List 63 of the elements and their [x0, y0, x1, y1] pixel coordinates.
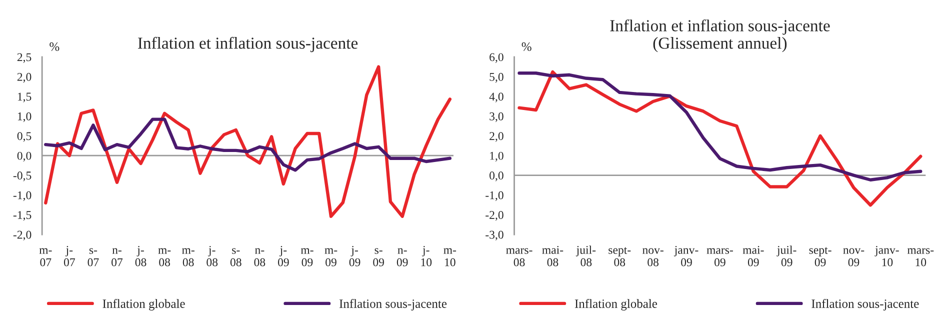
y-tick-label: -3,0 [486, 230, 504, 240]
y-tick-label: 0,5 [17, 132, 32, 142]
x-tick-label: juil- 09 [776, 246, 796, 266]
line-series [44, 118, 452, 172]
chart-title: Inflation et inflation sous-jacente [138, 36, 358, 52]
y-tick-label: -2,0 [13, 230, 32, 240]
y-tick-label: 1,5 [18, 92, 32, 102]
y-tick-label: 5,0 [490, 72, 504, 83]
x-tick-label: mars- 08 [506, 248, 532, 266]
x-tick-label: m- 08 [158, 248, 171, 266]
x-tick-label: mai- 08 [542, 246, 564, 266]
y-tick-label: 2,0 [17, 72, 32, 83]
y-tick-label: -1,5 [13, 211, 32, 221]
x-tick-label: m- 08 [182, 248, 194, 266]
y-tick-label: 0,0 [17, 152, 32, 162]
x-tick-label: j- 08 [135, 246, 146, 266]
y-tick-label: 1,0 [490, 152, 504, 162]
x-tick-label: sept- 08 [608, 247, 631, 266]
x-tick-label: s- 09 [373, 248, 384, 266]
x-tick-label: sept- 09 [809, 247, 832, 266]
y-tick-label: 3,0 [490, 112, 504, 122]
x-tick-label: m- 07 [39, 248, 52, 266]
x-tick-label: j- 10 [421, 246, 432, 266]
x-tick-label: juil- 08 [576, 246, 596, 266]
x-tick-label: mars- 10 [907, 248, 934, 266]
x-tick-label: nov- 08 [642, 248, 664, 266]
chart-title: Inflation et inflation sous-jacente (Glissement annuel) [610, 19, 830, 52]
legend-label: Inflation globale [574, 299, 658, 311]
x-tick-label: mars- 09 [706, 248, 733, 266]
x-tick-label: m- 10 [444, 248, 456, 266]
y-tick-label: 2,0 [490, 132, 504, 142]
x-tick-label: s- 07 [88, 248, 99, 266]
y-axis-title: % [522, 42, 532, 51]
x-tick-label: janv- 09 [674, 246, 698, 266]
line-series [518, 70, 922, 207]
x-tick-label: nov- 09 [843, 248, 864, 266]
x-tick-label: s- 08 [230, 248, 242, 266]
x-tick-label: n- 07 [112, 248, 123, 266]
y-tick-label: -0,5 [13, 172, 32, 182]
x-tick-label: j- 07 [64, 246, 75, 266]
line-series [518, 72, 922, 182]
y-tick-label: -2,0 [486, 211, 504, 221]
x-tick-label: j- 08 [206, 246, 218, 266]
x-tick-label: j- 09 [349, 246, 360, 266]
x-tick-label: janv- 10 [874, 246, 899, 266]
x-tick-label: n- 09 [396, 248, 408, 266]
legend-label: Inflation globale [102, 299, 185, 311]
y-tick-label: 1,0 [18, 112, 32, 122]
x-tick-label: n- 08 [254, 248, 266, 266]
y-axis-title: % [50, 42, 60, 51]
legend-label: Inflation sous-jacente [812, 299, 919, 310]
x-tick-label: m- 09 [324, 248, 338, 266]
y-tick-label: 2,5 [17, 53, 32, 63]
line-series [44, 65, 452, 218]
x-tick-label: m- 09 [300, 248, 314, 266]
y-tick-label: -1,0 [13, 191, 32, 201]
y-tick-label: 4,0 [489, 92, 504, 102]
y-tick-label: -1,0 [486, 191, 504, 201]
x-tick-label: mai- 09 [742, 246, 764, 266]
legend-label: Inflation sous-jacente [339, 299, 447, 310]
y-tick-label: 0,0 [490, 172, 504, 182]
x-tick-label: j- 09 [278, 246, 289, 266]
y-tick-label: 6,0 [490, 53, 504, 63]
